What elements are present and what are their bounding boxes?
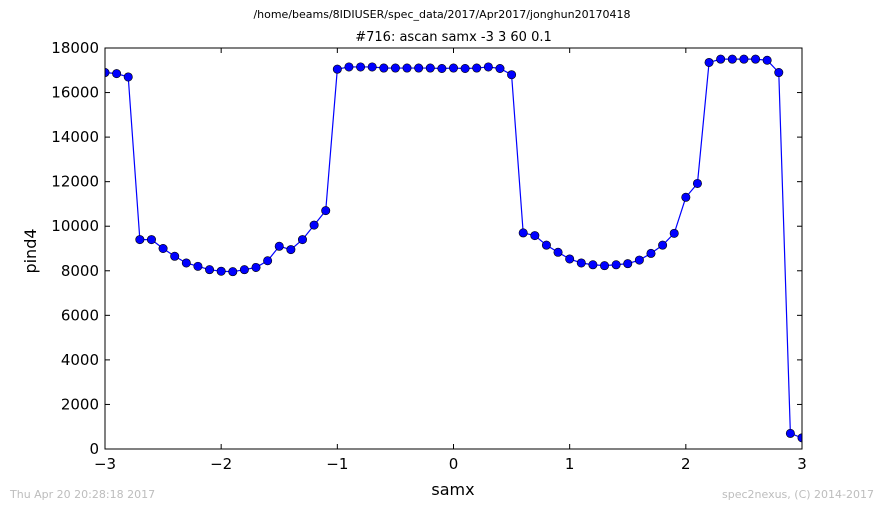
x-axis-label: samx (431, 480, 474, 499)
x-tick-label: 2 (681, 455, 691, 473)
data-point (611, 260, 621, 270)
data-point (774, 68, 784, 78)
data-point (193, 261, 203, 271)
data-point (472, 63, 482, 73)
data-point (402, 63, 412, 73)
data-point (530, 231, 540, 241)
y-tick-label: 14000 (51, 128, 99, 146)
data-point (692, 178, 702, 188)
data-point (321, 206, 331, 216)
axes-border (104, 47, 803, 450)
data-point (390, 63, 400, 73)
chart-title: #716: ascan samx -3 3 60 0.1 (355, 30, 552, 45)
data-point (448, 63, 458, 73)
x-tick-label: −3 (94, 455, 116, 473)
data-point (251, 262, 261, 272)
y-tick-label: 0 (89, 440, 99, 458)
data-point (588, 260, 598, 270)
data-point (309, 220, 319, 230)
data-point (762, 55, 772, 65)
data-point (216, 266, 226, 276)
data-point (437, 64, 447, 74)
data-point (553, 247, 563, 257)
data-point (623, 259, 633, 269)
data-point (356, 62, 366, 72)
data-point (205, 265, 215, 275)
data-point (646, 248, 656, 258)
data-point (344, 62, 354, 72)
data-point (286, 245, 296, 255)
data-point (658, 240, 668, 250)
data-point (716, 54, 726, 64)
data-point (751, 54, 761, 64)
data-point (785, 428, 795, 438)
data-point (332, 64, 342, 74)
y-tick-label: 16000 (51, 84, 99, 102)
data-point (565, 254, 575, 264)
data-point (704, 57, 714, 67)
series-layer (105, 54, 802, 443)
data-point (495, 64, 505, 74)
data-point (541, 240, 551, 250)
y-tick-label: 6000 (61, 306, 99, 324)
series-line (105, 58, 802, 439)
x-tick-label: 1 (565, 455, 575, 473)
data-point (507, 70, 517, 80)
x-tick-label: 0 (449, 455, 459, 473)
data-point (460, 64, 470, 74)
data-point (576, 258, 586, 268)
data-point (634, 255, 644, 265)
y-tick-label: 4000 (61, 351, 99, 369)
data-point (181, 258, 191, 268)
y-axis-label: pind4 (21, 228, 40, 273)
data-point (135, 235, 145, 245)
data-point (379, 63, 389, 73)
data-point (123, 72, 133, 82)
footer-credit: spec2nexus, (C) 2014-2017 (722, 488, 874, 501)
x-tick-label: 3 (797, 455, 807, 473)
data-point (158, 244, 168, 254)
data-point (263, 256, 273, 266)
data-point (739, 54, 749, 64)
data-point (600, 261, 610, 271)
data-point (228, 267, 238, 277)
data-point (170, 251, 180, 261)
data-point (367, 62, 377, 72)
data-file-path: /home/beams/8IDIUSER/spec_data/2017/Apr2… (253, 8, 631, 21)
data-point (518, 228, 528, 238)
data-point (669, 228, 679, 238)
data-point (727, 54, 737, 64)
data-point (112, 69, 122, 79)
tick-layer: −3 −2 −1 0 1 2 3 0 2000 4000 6000 8000 10000 12000 140… (51, 39, 806, 473)
data-point (483, 62, 493, 72)
data-point (146, 235, 156, 245)
data-point (425, 63, 435, 73)
y-tick-label: 2000 (61, 395, 99, 413)
x-tick-label: −1 (326, 455, 348, 473)
y-tick-label: 18000 (51, 39, 99, 57)
data-point (274, 241, 284, 251)
y-tick-label: 10000 (51, 217, 99, 235)
y-tick-label: 8000 (61, 262, 99, 280)
data-point (239, 265, 249, 275)
data-point (414, 63, 424, 73)
x-tick-label: −2 (210, 455, 232, 473)
footer-timestamp: Thu Apr 20 20:28:18 2017 (10, 488, 156, 501)
axes-frame (104, 47, 803, 450)
plot-area (105, 54, 802, 443)
data-point (297, 235, 307, 245)
y-tick-label: 12000 (51, 173, 99, 191)
data-point (681, 192, 691, 202)
